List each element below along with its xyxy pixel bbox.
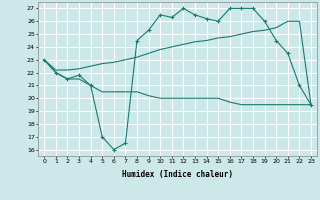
X-axis label: Humidex (Indice chaleur): Humidex (Indice chaleur) bbox=[122, 170, 233, 179]
